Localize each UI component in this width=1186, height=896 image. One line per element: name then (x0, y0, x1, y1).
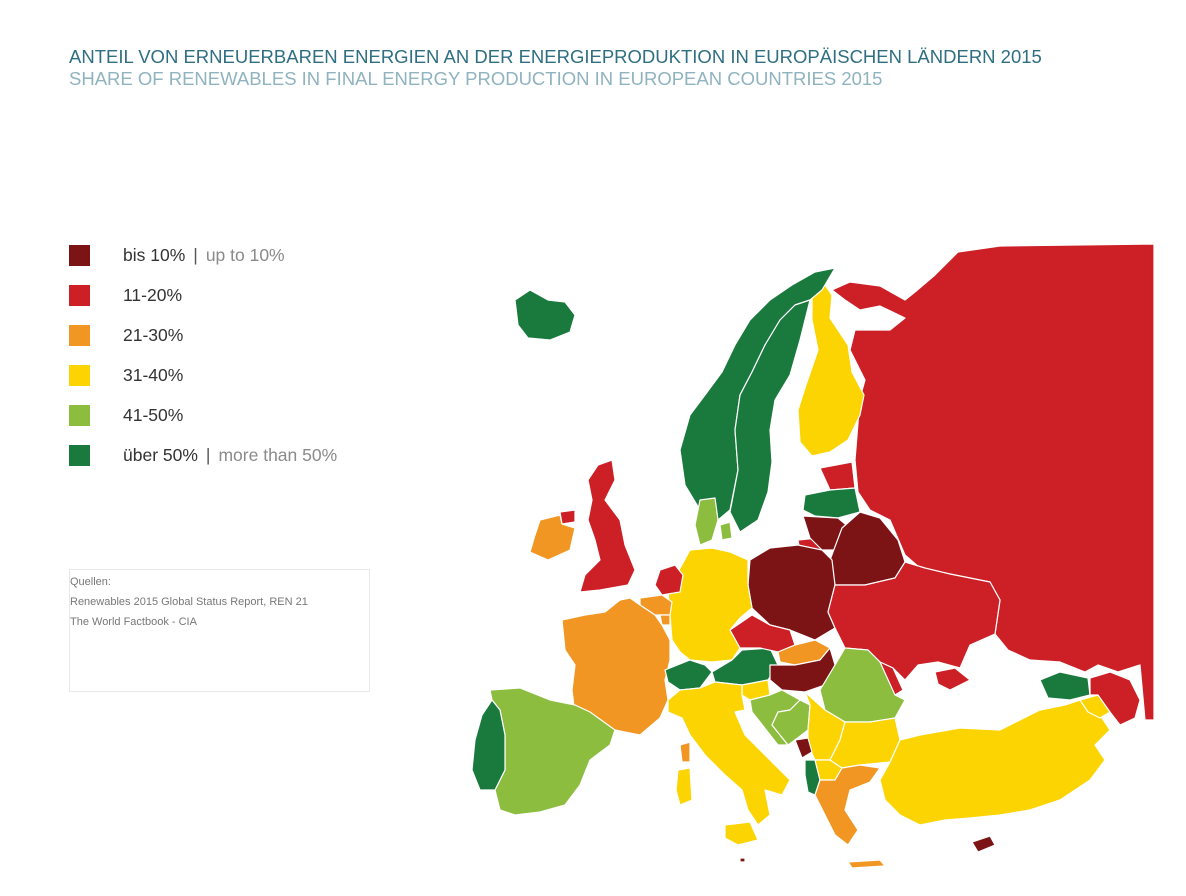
sources-heading: Quellen: (70, 576, 111, 588)
country-greece (814, 764, 881, 846)
country-turkey (879, 699, 1111, 826)
legend-item-41-50: 41-50% (69, 404, 337, 426)
legend-swatch (69, 324, 90, 346)
legend-item-over50: über 50% | more than 50% (69, 444, 337, 466)
legend-separator: | (193, 244, 198, 265)
country-italy (667, 681, 791, 826)
legend-swatch (69, 284, 90, 306)
country-armenia (1079, 694, 1111, 719)
country-denmark-zealand (719, 521, 733, 541)
country-romania (819, 647, 906, 723)
source-line: Renewables 2015 Global Status Report, RE… (70, 596, 308, 608)
country-malta (739, 857, 746, 863)
country-sicily (724, 821, 759, 846)
country-uk (579, 459, 636, 593)
country-cyprus (971, 835, 996, 853)
legend-sublabel: up to 10% (205, 244, 285, 265)
legend-swatch (69, 364, 90, 386)
legend-separator: | (205, 444, 211, 465)
legend-swatch (69, 404, 90, 426)
legend-swatch (69, 244, 90, 266)
source-line: The World Factbook - CIA (70, 616, 197, 628)
legend-label: 21-30% (123, 324, 184, 345)
country-sweden (729, 299, 811, 533)
country-sardinia (675, 767, 693, 806)
country-estonia (819, 461, 856, 491)
legend-label: 41-50% (123, 404, 184, 425)
legend-label: über 50% (123, 444, 198, 465)
country-denmark (694, 497, 719, 546)
country-corsica (679, 741, 691, 763)
country-finland (797, 284, 865, 457)
country-montenegro (794, 737, 813, 759)
country-crimea (934, 667, 971, 691)
map-legend: bis 10% | up to 10% 11-20% 21-30% 31-40% 4… (69, 244, 337, 484)
country-netherlands (654, 564, 684, 596)
legend-label: bis 10% (123, 244, 186, 265)
legend-item-31-40: 31-40% (69, 364, 337, 386)
country-switzerland (664, 659, 713, 691)
legend-sublabel: more than 50% (218, 444, 338, 465)
country-georgia (1039, 671, 1091, 701)
page-title-german: ANTEIL VON ERNEUERBAREN ENERGIEN AN DER … (69, 46, 1042, 67)
country-iceland (514, 289, 576, 341)
country-luxembourg (659, 614, 671, 626)
legend-swatch (69, 444, 90, 466)
legend-item-21-30: 21-30% (69, 324, 337, 346)
sources-box: Quellen: Renewables 2015 Global Status R… (69, 569, 370, 692)
page-title-english: SHARE OF RENEWABLES IN FINAL ENERGY PROD… (69, 68, 883, 89)
legend-item-11-20: 11-20% (69, 284, 337, 306)
country-ireland (529, 514, 576, 561)
country-portugal (471, 699, 506, 791)
country-latvia (802, 487, 861, 519)
legend-label: 11-20% (123, 284, 183, 305)
country-northern-ireland (559, 509, 576, 525)
country-crete (847, 859, 886, 869)
legend-label: 31-40% (123, 364, 184, 385)
legend-item-upto10: bis 10% | up to 10% (69, 244, 337, 266)
country-azerbaijan (1089, 671, 1141, 726)
